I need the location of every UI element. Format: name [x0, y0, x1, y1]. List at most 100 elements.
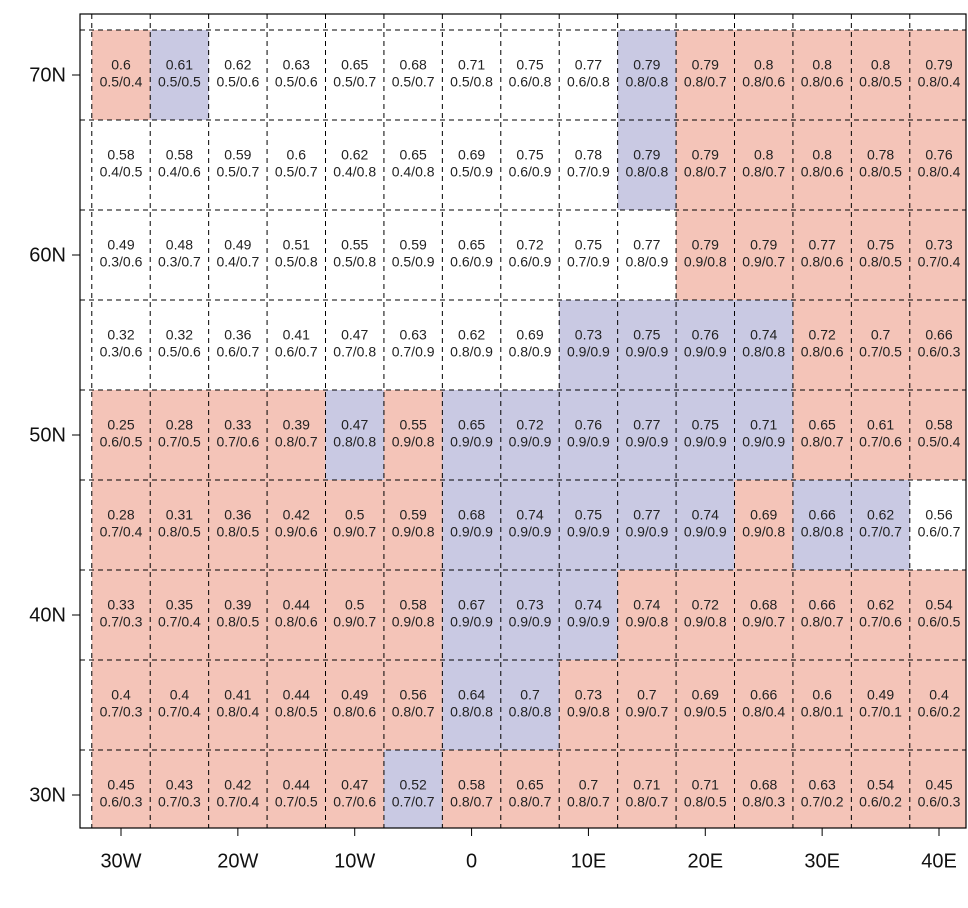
- cell-sub: 0.9/0.8: [392, 614, 435, 630]
- cell-sub: 0.7/0.4: [158, 704, 201, 720]
- grid-cell: [208, 660, 268, 751]
- cell-sub: 0.8/0.7: [742, 164, 785, 180]
- cell-sub: 0.8/0.8: [509, 704, 552, 720]
- cell-sub: 0.8/0.5: [859, 164, 902, 180]
- x-tick-label: 20E: [687, 850, 723, 872]
- cell-value: 0.49: [107, 237, 134, 253]
- cell-sub: 0.8/0.7: [625, 794, 668, 810]
- grid-cell: [442, 120, 502, 211]
- cell-sub: 0.9/0.9: [567, 524, 610, 540]
- cell-value: 0.61: [166, 57, 193, 73]
- cell-sub: 0.9/0.9: [625, 524, 668, 540]
- cell-sub: 0.6/0.5: [918, 614, 961, 630]
- grid-cell: [851, 480, 911, 571]
- cell-sub: 0.6/0.3: [100, 794, 143, 810]
- cell-sub: 0.5/0.9: [450, 164, 493, 180]
- cell-sub: 0.8/0.9: [450, 344, 493, 360]
- x-tick-label: 10W: [334, 850, 375, 872]
- grid-cell: [851, 570, 911, 661]
- cell-sub: 0.7/0.9: [567, 164, 610, 180]
- grid-cell: [325, 480, 385, 571]
- cell-labels: 0.60.5/0.40.610.5/0.50.620.5/0.60.630.5/…: [100, 57, 961, 810]
- cell-sub: 0.8/0.5: [158, 524, 201, 540]
- cell-sub: 0.4/0.8: [392, 164, 435, 180]
- cell-sub: 0.8/0.4: [742, 704, 785, 720]
- cell-sub: 0.9/0.5: [684, 704, 727, 720]
- grid-cell: [150, 750, 210, 828]
- grid-cell: [676, 210, 735, 301]
- cell-value: 0.77: [633, 417, 660, 433]
- cell-value: 0.72: [692, 597, 719, 613]
- cell-sub: 0.7/0.9: [392, 344, 435, 360]
- cell-sub: 0.8/0.4: [918, 164, 961, 180]
- grid-cell: [792, 660, 852, 751]
- cell-value: 0.66: [750, 687, 777, 703]
- cell-sub: 0.4/0.5: [100, 164, 143, 180]
- cell-sub: 0.9/0.9: [450, 434, 493, 450]
- grid-cell: [267, 300, 326, 391]
- cell-sub: 0.5/0.6: [275, 74, 318, 90]
- cell-sub: 0.9/0.9: [625, 344, 668, 360]
- cell-value: 0.54: [867, 777, 894, 793]
- cell-value: 0.55: [400, 417, 427, 433]
- axes: 30W 20W 10W 0 10E 20E 30E 40E 70N 60N 50N 40N 30N: [29, 64, 957, 872]
- cell-sub: 0.8/0.6: [742, 74, 785, 90]
- cell-sub: 0.5/0.6: [216, 74, 259, 90]
- cell-value: 0.58: [107, 147, 134, 163]
- grid-cell: [267, 660, 326, 751]
- cell-sub: 0.7/0.3: [158, 794, 201, 810]
- cell-value: 0.44: [283, 597, 310, 613]
- cell-sub: 0.8/0.7: [801, 434, 844, 450]
- cell-sub: 0.8/0.7: [392, 704, 435, 720]
- grid-cell: [734, 120, 794, 211]
- grid-cell: [208, 210, 268, 301]
- cell-value: 0.77: [575, 57, 602, 73]
- grid-cell: [383, 750, 443, 828]
- x-tick-label: 30E: [804, 850, 840, 872]
- cell-value: 0.68: [458, 507, 485, 523]
- cell-value: 0.56: [925, 507, 952, 523]
- cell-sub: 0.6/0.9: [509, 254, 552, 270]
- cell-value: 0.7: [637, 687, 657, 703]
- cell-value: 0.31: [166, 507, 193, 523]
- grid-cell: [150, 390, 210, 481]
- grid-cell: [267, 480, 326, 571]
- grid-cell: [91, 120, 151, 211]
- grid-cell: [442, 210, 502, 301]
- cell-sub: 0.8/0.9: [625, 254, 668, 270]
- grid-cell: [150, 570, 210, 661]
- x-tick-label: 0: [466, 850, 477, 872]
- grid-cell: [267, 390, 326, 481]
- cell-value: 0.76: [575, 417, 602, 433]
- cell-sub: 0.7/0.5: [158, 434, 201, 450]
- grid-cell: [500, 210, 560, 301]
- cell-value: 0.69: [516, 327, 543, 343]
- grid-cell: [208, 300, 268, 391]
- grid-cell: [383, 390, 443, 481]
- cell-sub: 0.6/0.8: [509, 74, 552, 90]
- grid-cell: [208, 570, 268, 661]
- cell-value: 0.8: [812, 147, 832, 163]
- cell-sub: 0.8/0.5: [275, 704, 318, 720]
- cell-value: 0.67: [458, 597, 485, 613]
- cell-sub: 0.9/0.9: [684, 524, 727, 540]
- cell-value: 0.58: [166, 147, 193, 163]
- cell-value: 0.58: [400, 597, 427, 613]
- cell-value: 0.68: [750, 597, 777, 613]
- cell-sub: 0.5/0.7: [392, 74, 435, 90]
- cell-sub: 0.9/0.9: [450, 524, 493, 540]
- grid-cell: [500, 570, 560, 661]
- cell-value: 0.75: [575, 237, 602, 253]
- cell-value: 0.72: [809, 327, 836, 343]
- grid-cell: [383, 210, 443, 301]
- grid-cell: [500, 30, 560, 121]
- grid-cell: [676, 570, 735, 661]
- cell-sub: 0.8/0.8: [625, 74, 668, 90]
- grid-cell: [734, 570, 794, 661]
- grid-cell: [851, 30, 911, 121]
- cell-sub: 0.8/0.7: [684, 74, 727, 90]
- cell-sub: 0.7/0.3: [100, 614, 143, 630]
- cell-value: 0.59: [224, 147, 251, 163]
- grid-cell: [559, 390, 619, 481]
- grid-cell: [617, 210, 677, 301]
